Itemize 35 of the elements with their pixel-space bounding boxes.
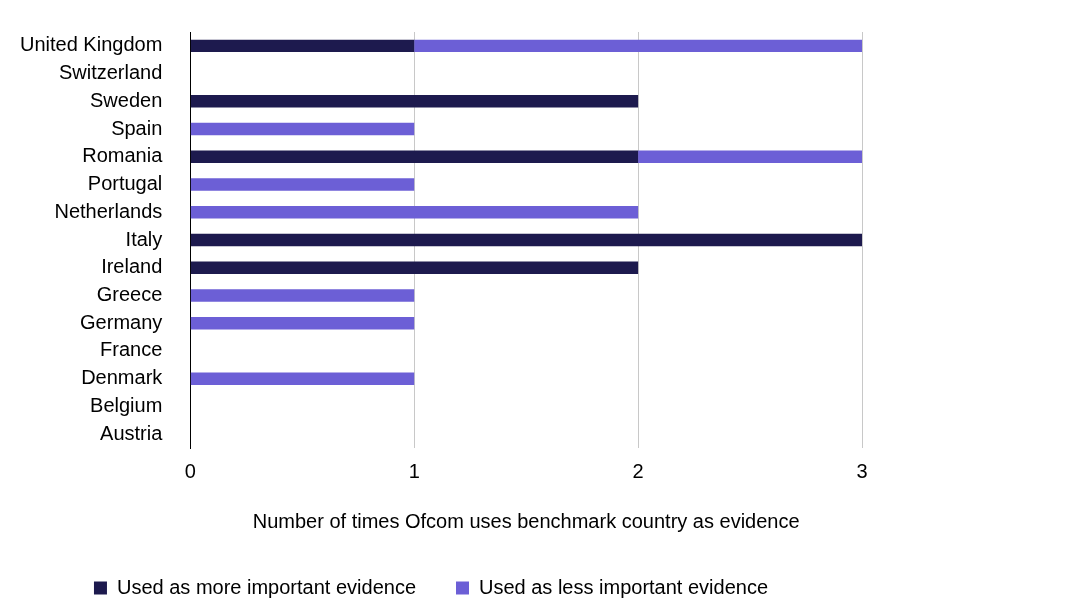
- y-tick-label: Denmark: [81, 366, 164, 389]
- bar: [190, 206, 639, 219]
- bar: [190, 150, 639, 164]
- bar: [190, 233, 862, 247]
- bar: [190, 178, 415, 191]
- y-tick-label: Greece: [96, 282, 163, 305]
- y-tick-label: Germany: [80, 310, 163, 333]
- bar: [638, 150, 862, 164]
- y-tick-label: United Kingdom: [19, 33, 163, 56]
- x-axis-title: Number of times Ofcom uses benchmark country as evidence: [252, 509, 800, 532]
- x-tick-label: 1: [408, 459, 420, 482]
- y-tick-label: Spain: [111, 116, 163, 139]
- y-tick-label: Switzerland: [58, 61, 163, 84]
- bar: [190, 289, 415, 302]
- bar: [190, 122, 415, 136]
- bar: [190, 95, 639, 108]
- y-tick-label: Ireland: [101, 255, 163, 278]
- y-tick-label: Romania: [82, 144, 164, 167]
- legend-label: Used as more important evidence: [116, 575, 417, 598]
- bar: [190, 316, 415, 330]
- x-tick-label: 2: [632, 459, 644, 482]
- y-tick-label: Austria: [100, 421, 164, 444]
- bar: [190, 39, 415, 53]
- bar: [414, 39, 862, 53]
- y-tick-label: Netherlands: [54, 199, 163, 222]
- x-tick-label: 0: [184, 459, 196, 482]
- y-tick-label: Sweden: [90, 88, 163, 111]
- y-tick-label: Portugal: [87, 172, 163, 195]
- y-tick-label: France: [100, 338, 163, 361]
- bar: [190, 261, 639, 274]
- y-tick-label: Italy: [125, 227, 163, 250]
- x-tick-label: 3: [856, 459, 868, 482]
- y-tick-label: Belgium: [90, 393, 163, 416]
- legend-label: Used as less important evidence: [479, 575, 769, 598]
- bar: [190, 372, 415, 385]
